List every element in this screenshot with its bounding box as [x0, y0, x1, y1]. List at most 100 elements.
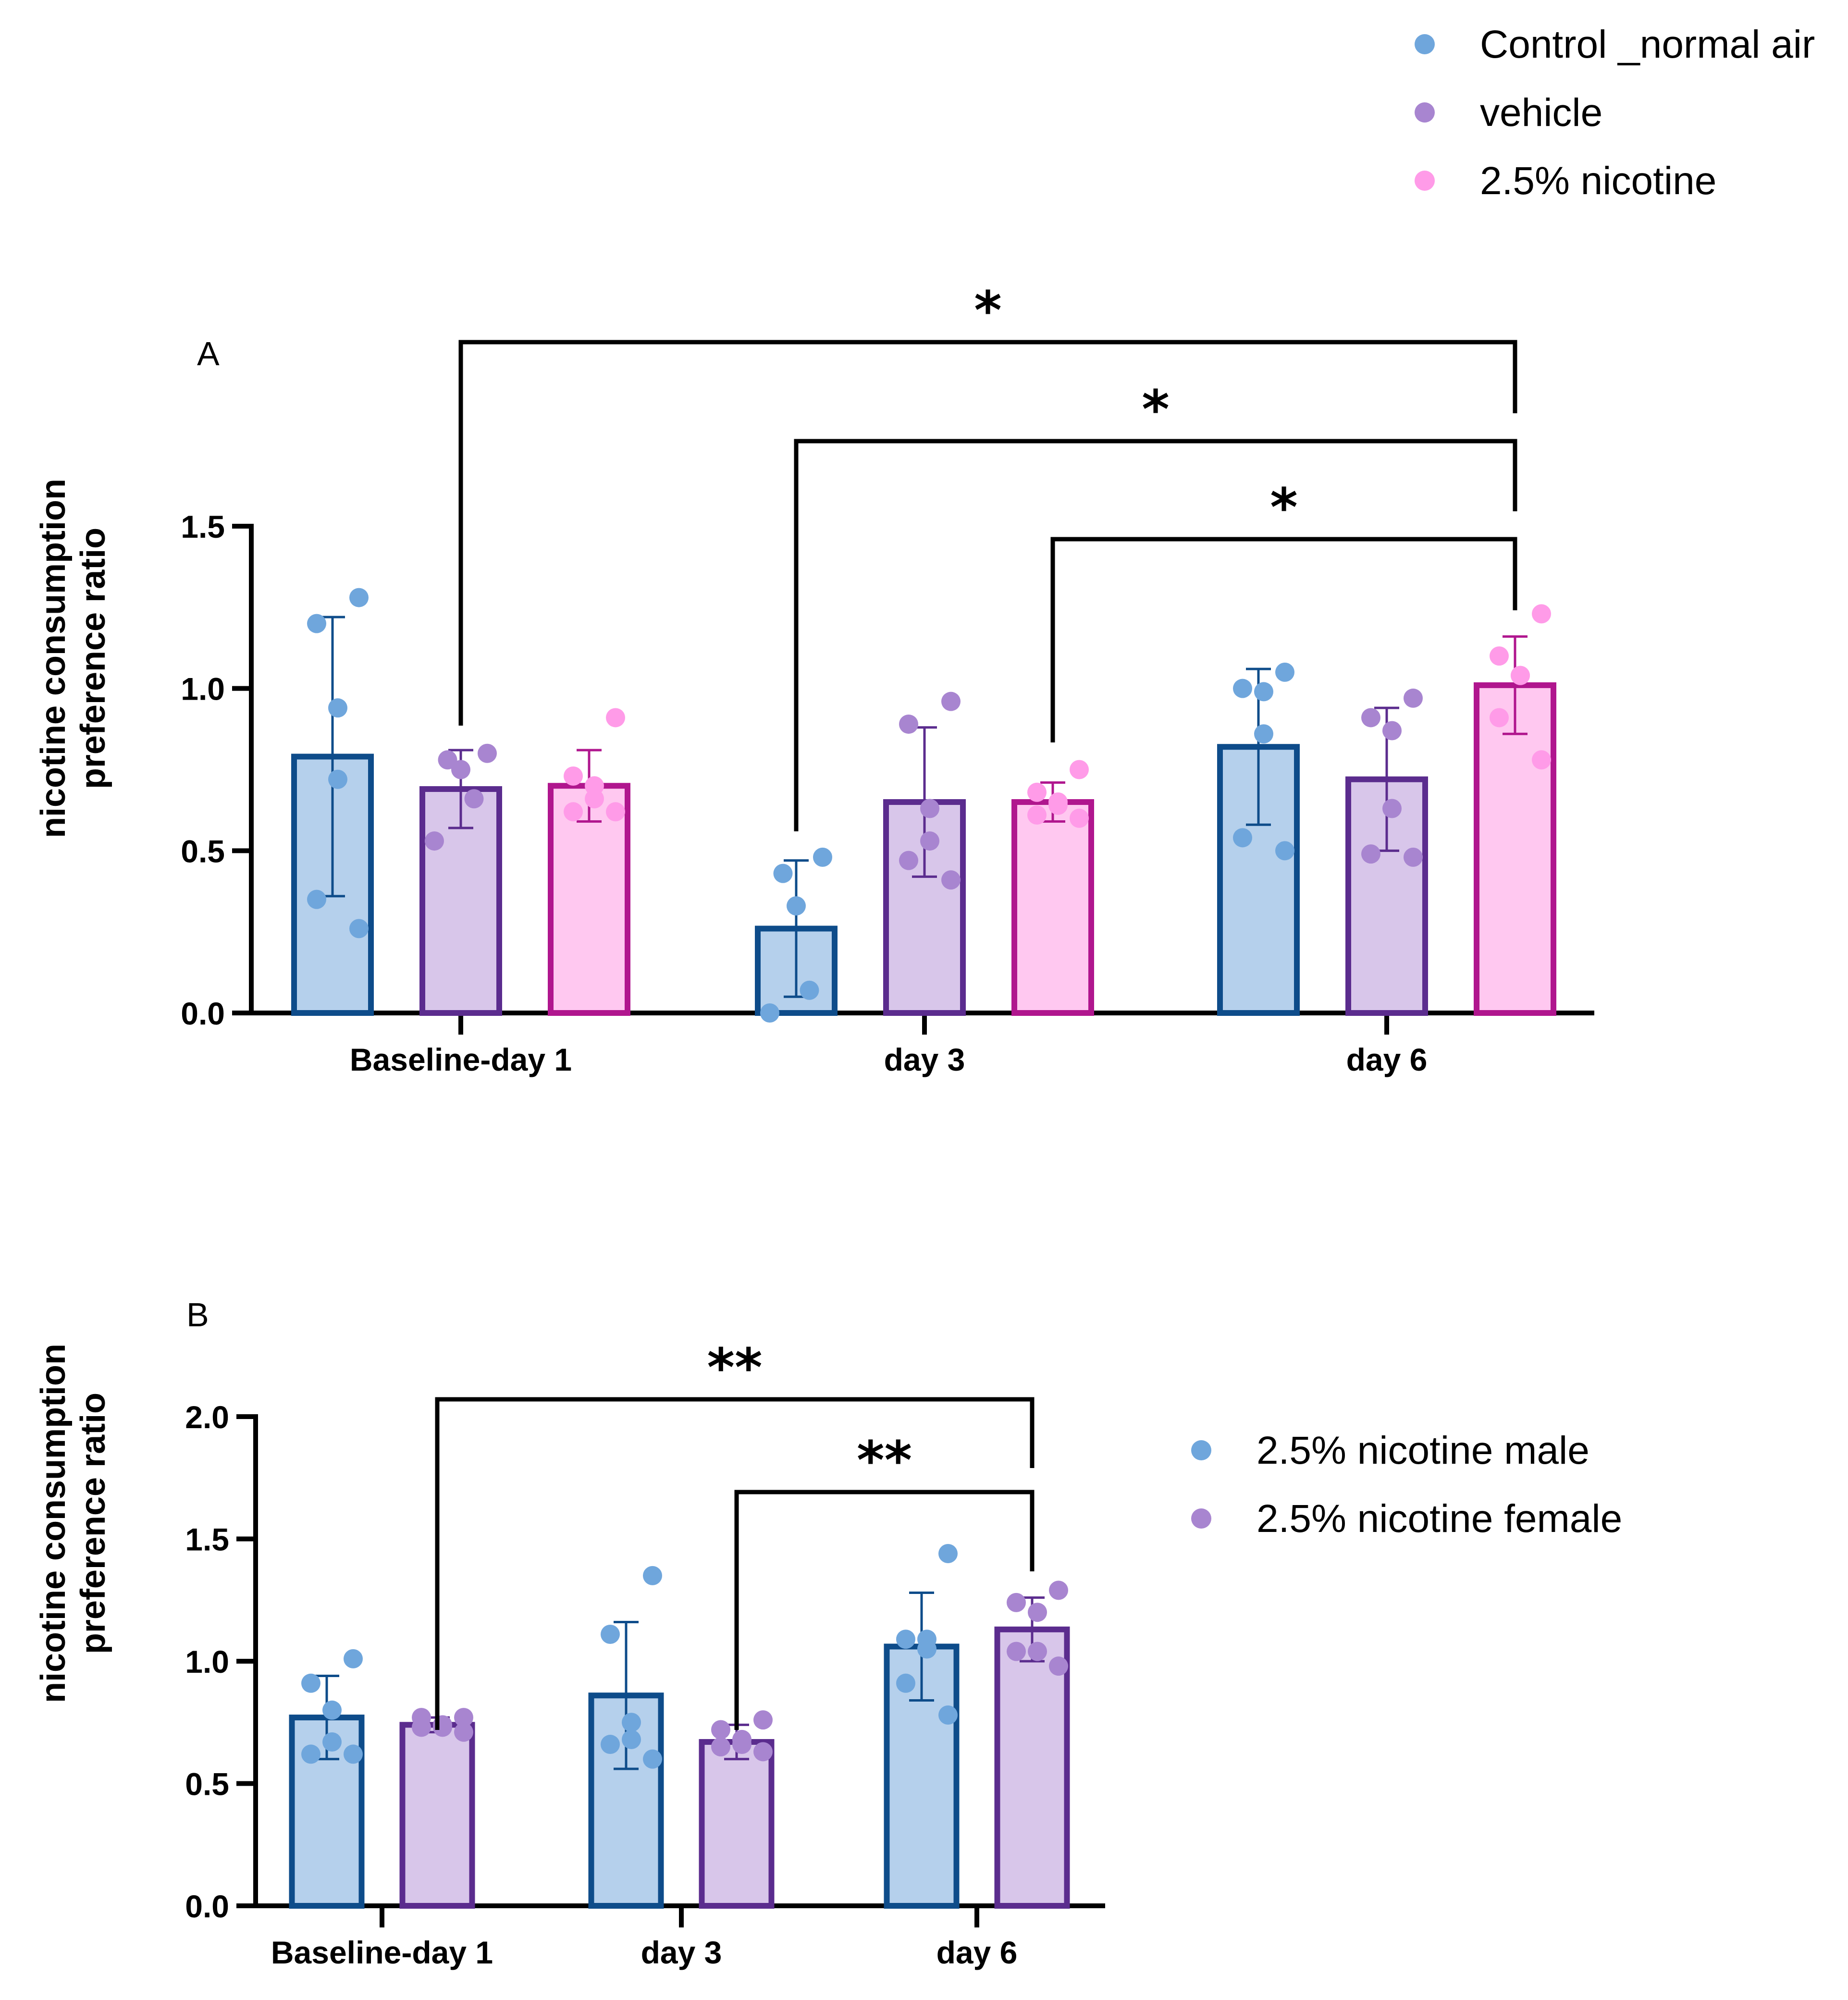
panel-b-point-2-5-nicotine-male-day-6-6 — [938, 1705, 958, 1725]
panel-a-point-vehicle-day-3-6 — [941, 870, 961, 890]
panel-a-point-control-normal-air-baseline-day-1-4 — [328, 769, 347, 789]
panel-b-point-2-5-nicotine-female-day-6-4 — [1028, 1642, 1047, 1661]
panel-b-point-2-5-nicotine-male-baseline-day-1-3 — [322, 1700, 342, 1720]
panel-a-point-vehicle-day-3-2 — [899, 714, 918, 734]
panel-b-point-2-5-nicotine-female-baseline-day-1-1 — [454, 1708, 473, 1728]
panel-b-legend-label-2-5-nicotine-female: 2.5% nicotine female — [1257, 1497, 1622, 1541]
panel-b-ytick-label-0-0: 0.0 — [185, 1889, 229, 1924]
panel-b-legend-marker-2-5-nicotine-male — [1191, 1440, 1211, 1460]
panel-b-ylabel-line1: nicotine consumption — [34, 1344, 73, 1703]
panel-b-significance-bracket-1: ** — [435, 1337, 1035, 1730]
panel-a-bar-2-5-nicotine-baseline-day-1 — [548, 783, 630, 1016]
panel-a-point-control-normal-air-day-6-1 — [1275, 662, 1294, 682]
panel-a-point-2-5-nicotine-baseline-day-1-2 — [564, 766, 583, 786]
panel-a-point-2-5-nicotine-day-3-4 — [1048, 795, 1068, 815]
panel-b-point-2-5-nicotine-male-day-6-4 — [917, 1639, 936, 1659]
panel-b-xtick-label-baseline-day-1: Baseline-day 1 — [271, 1935, 493, 1970]
panel-b-plot: 0.0 0.5 1.0 1.5 2.0 Baseline-day 1 day 3 day 6 *… — [185, 1337, 1105, 1970]
panel-b-point-2-5-nicotine-female-day-3-4 — [732, 1735, 752, 1754]
panel-a-point-2-5-nicotine-day-6-5 — [1490, 708, 1509, 728]
panel-a-legend-marker-control-normal-air — [1415, 34, 1435, 54]
panel-a-point-vehicle-baseline-day-1-1 — [478, 743, 497, 763]
panel-b-point-2-5-nicotine-male-day-3-6 — [643, 1749, 662, 1769]
panel-a-legend-item-vehicle: vehicle — [1415, 91, 1602, 135]
panel-a-point-control-normal-air-day-3-3 — [787, 896, 806, 916]
panel-b-legend-item-2-5-nicotine-male: 2.5% nicotine male — [1191, 1429, 1589, 1472]
panel-a-point-2-5-nicotine-baseline-day-1-1 — [606, 708, 625, 728]
panel-a-point-2-5-nicotine-day-6-4 — [1511, 666, 1530, 685]
panel-a-ytick-label-0-0: 0.0 — [181, 996, 225, 1031]
panel-b-significance-line-1 — [435, 1397, 1035, 1730]
panel-b-ytick-label-1-5: 1.5 — [185, 1522, 229, 1557]
panel-b-point-2-5-nicotine-female-day-3-1 — [753, 1710, 773, 1730]
panel-b-point-2-5-nicotine-male-day-3-2 — [601, 1625, 620, 1644]
panel-a-point-2-5-nicotine-baseline-day-1-6 — [606, 802, 625, 822]
panel-a-legend-label-2-5-nicotine: 2.5% nicotine — [1480, 159, 1716, 203]
panel-b-bar-2-5-nicotine-female-day-3 — [699, 1739, 775, 1909]
panel-b-letter: B — [186, 1296, 209, 1333]
panel-a-point-2-5-nicotine-day-3-2 — [1027, 782, 1047, 802]
panel-b-point-2-5-nicotine-male-day-3-1 — [643, 1566, 662, 1585]
panel-a-point-vehicle-day-6-3 — [1382, 721, 1402, 741]
panel-a-point-control-normal-air-baseline-day-1-1 — [349, 588, 369, 607]
panel-a-legend-label-vehicle: vehicle — [1480, 91, 1602, 135]
panel-a-point-2-5-nicotine-day-6-1 — [1532, 604, 1551, 624]
panel-a-ytick-label-1-5: 1.5 — [181, 509, 225, 544]
panel-a-point-2-5-nicotine-baseline-day-1-5 — [564, 802, 583, 822]
panel-a-legend-marker-2-5-nicotine — [1415, 171, 1435, 191]
panel-a-point-control-normal-air-baseline-day-1-6 — [349, 919, 369, 938]
panel-a-ylabel-line2: preference ratio — [74, 528, 112, 789]
panel-a-point-2-5-nicotine-baseline-day-1-4 — [585, 789, 604, 809]
panel-b-point-2-5-nicotine-female-day-6-6 — [1049, 1656, 1068, 1676]
panel-b-legend: 2.5% nicotine male 2.5% nicotine female — [1191, 1429, 1622, 1541]
panel-a-point-vehicle-day-3-3 — [920, 799, 939, 818]
panel-b-point-2-5-nicotine-female-day-6-5 — [1007, 1642, 1026, 1661]
panel-a-point-control-normal-air-day-3-5 — [760, 1003, 779, 1023]
panel-b-point-2-5-nicotine-female-baseline-day-1-6 — [454, 1722, 473, 1742]
panel-a-point-vehicle-baseline-day-1-3 — [451, 760, 470, 779]
panel-a-point-2-5-nicotine-day-3-5 — [1027, 805, 1047, 825]
panel-b-point-2-5-nicotine-male-day-6-5 — [896, 1673, 915, 1693]
panel-a-significance-bracket-2: * — [794, 379, 1517, 831]
panel-b-significance-label-1: ** — [707, 1337, 762, 1398]
panel-b-point-2-5-nicotine-male-day-6-1 — [938, 1544, 958, 1564]
panel-b-legend-item-2-5-nicotine-female: 2.5% nicotine female — [1191, 1497, 1622, 1541]
panel-b-point-2-5-nicotine-female-day-3-2 — [711, 1720, 730, 1740]
panel-a-significance-line-2 — [794, 439, 1517, 831]
panel-a-significance-line-3 — [1050, 537, 1517, 742]
panel-b-point-2-5-nicotine-male-baseline-day-1-5 — [301, 1744, 320, 1764]
panel-b-legend-marker-2-5-nicotine-female — [1191, 1508, 1211, 1529]
panel-b-point-2-5-nicotine-female-day-6-1 — [1049, 1580, 1068, 1600]
panel-a-point-vehicle-baseline-day-1-4 — [464, 789, 484, 809]
panel-b: B nicotine consumption preference ratio … — [34, 1296, 1622, 1970]
panel-a-point-vehicle-day-3-1 — [941, 691, 961, 711]
panel-a-significance-label-2: * — [1142, 379, 1170, 440]
panel-a-point-control-normal-air-day-6-5 — [1233, 828, 1252, 848]
panel-b-point-2-5-nicotine-female-day-6-3 — [1028, 1603, 1047, 1622]
panel-b-point-2-5-nicotine-female-day-3-6 — [753, 1742, 773, 1762]
panel-a-bar-2-5-nicotine-day-6 — [1474, 682, 1556, 1016]
panel-b-ytick-label-2-0: 2.0 — [185, 1399, 229, 1435]
panel-a-point-control-normal-air-day-3-4 — [800, 980, 819, 1000]
panel-a-point-vehicle-day-6-6 — [1404, 847, 1423, 867]
panel-b-bar-2-5-nicotine-female-baseline-day-1 — [399, 1722, 475, 1909]
panel-a-letter: A — [197, 335, 220, 372]
panel-b-ytick-label-1-0: 1.0 — [185, 1644, 229, 1679]
panel-b-xtick-label-day-3: day 3 — [641, 1935, 722, 1970]
panel-a-xtick-label-day-3: day 3 — [884, 1042, 965, 1077]
panel-a-xtick-label-baseline-day-1: Baseline-day 1 — [350, 1042, 572, 1077]
panel-a-point-vehicle-day-6-5 — [1361, 844, 1380, 864]
panel-a-point-control-normal-air-day-6-3 — [1254, 682, 1273, 702]
panel-b-ylabel-line2: preference ratio — [74, 1393, 112, 1654]
panel-a-legend-item-control-normal-air: Control _normal air — [1415, 23, 1815, 66]
panel-b-point-2-5-nicotine-male-day-3-3 — [622, 1713, 641, 1732]
panel-a-xtick-label-day-6: day 6 — [1346, 1042, 1428, 1077]
panel-a-legend-label-control-normal-air: Control _normal air — [1480, 23, 1815, 66]
panel-a-point-2-5-nicotine-day-6-6 — [1532, 750, 1551, 770]
panel-b-point-2-5-nicotine-male-day-3-4 — [622, 1729, 641, 1749]
panel-a-bar-2-5-nicotine-day-3 — [1011, 799, 1094, 1016]
panel-a-legend-marker-vehicle — [1415, 102, 1435, 123]
panel-a-legend-item-2-5-nicotine: 2.5% nicotine — [1415, 159, 1716, 203]
panel-b-point-2-5-nicotine-male-day-3-5 — [601, 1735, 620, 1754]
panel-a-point-control-normal-air-day-3-1 — [813, 847, 832, 867]
